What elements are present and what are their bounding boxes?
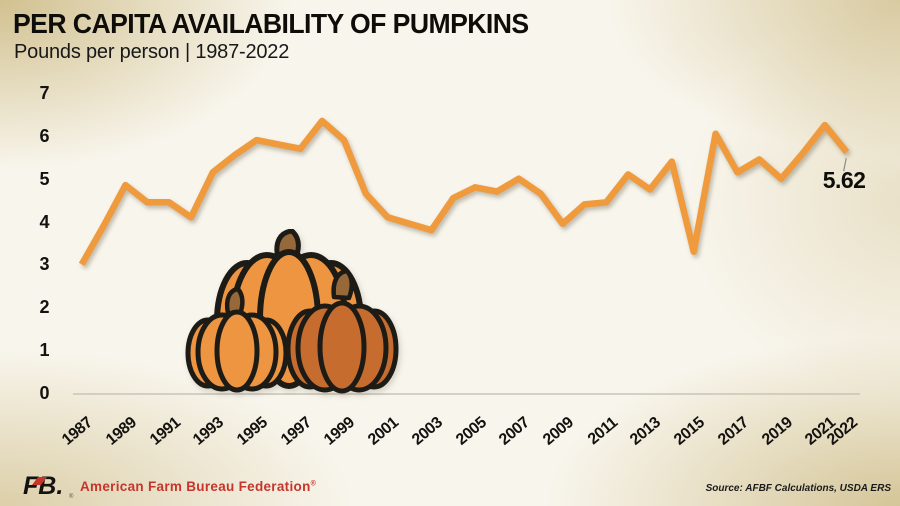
afbf-logo-text: FB. <box>23 472 63 500</box>
afbf-logo-icon: FB. ® <box>23 472 74 500</box>
y-axis-tick-label: 7 <box>39 83 49 103</box>
last-value-annotation: 5.62 <box>822 167 866 194</box>
page-subtitle: Pounds per person | 1987-2022 <box>14 41 290 63</box>
small-pumpkin-icon <box>185 286 289 393</box>
y-axis-tick-label: 1 <box>39 340 49 361</box>
pumpkin-availability-series-line <box>78 117 850 267</box>
footer-source-text: Source: AFBF Calculations, USDA ERS <box>705 483 891 494</box>
y-axis-tick-label: 3 <box>39 254 49 275</box>
footer-organization-name: American Farm Bureau Federation® <box>80 479 317 494</box>
medium-pumpkin-icon <box>285 268 399 394</box>
y-axis-tick-label: 6 <box>39 125 49 146</box>
y-axis-tick-label: 5 <box>39 168 49 189</box>
annotation-leader-line <box>843 158 847 172</box>
y-axis-tick-label: 0 <box>39 383 49 403</box>
pumpkins-illustration-icon <box>185 229 399 394</box>
page-title: PER CAPITA AVAILABILITY OF PUMPKINS <box>13 8 529 39</box>
y-axis-tick-label: 2 <box>39 297 49 318</box>
y-axis-tick-label: 4 <box>39 211 49 232</box>
afbf-logo-reg-mark: ® <box>69 493 74 500</box>
registered-mark: ® <box>310 480 317 488</box>
afbf-logo-red-accent <box>32 477 47 485</box>
